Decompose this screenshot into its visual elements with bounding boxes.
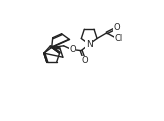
- Text: Cl: Cl: [114, 34, 122, 43]
- Text: O: O: [82, 57, 88, 65]
- Text: N: N: [86, 40, 92, 49]
- Text: O: O: [113, 23, 120, 32]
- Text: N: N: [86, 40, 92, 49]
- Text: O: O: [69, 45, 76, 54]
